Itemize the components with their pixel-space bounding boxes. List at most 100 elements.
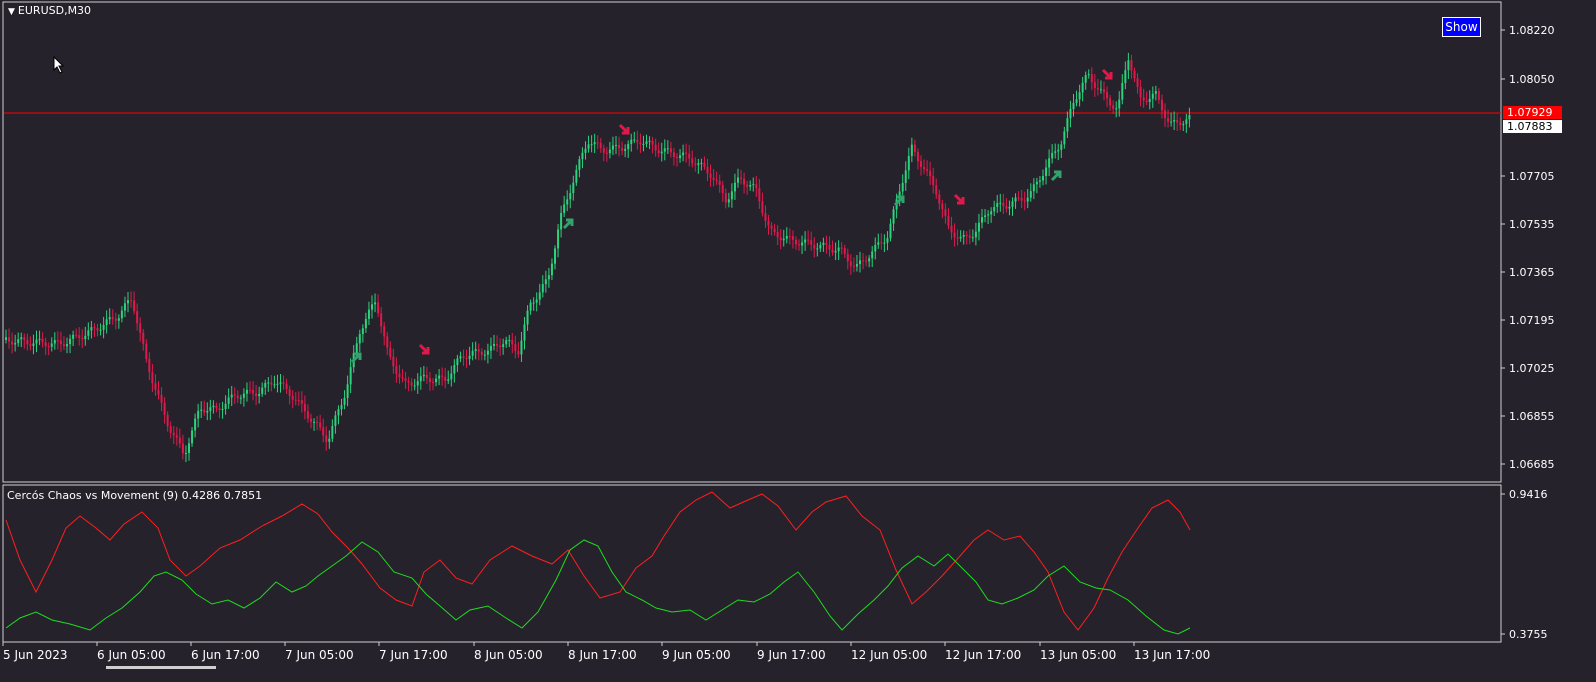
arrow-up-right-icon — [350, 352, 362, 364]
candle-body — [486, 350, 489, 355]
candle-body — [1170, 121, 1173, 123]
candle-body — [538, 292, 541, 300]
candle-body — [78, 335, 81, 339]
candle-body — [535, 299, 538, 303]
candle-body — [779, 237, 782, 241]
candle-body — [550, 263, 553, 276]
candle-body — [608, 149, 611, 154]
candle-body — [416, 381, 419, 386]
candle-body — [493, 343, 495, 346]
candle-body — [621, 148, 624, 151]
candle-body — [615, 144, 617, 146]
candle-body — [1133, 70, 1136, 79]
candle-body — [1118, 99, 1121, 109]
candle-body — [181, 443, 184, 454]
candle-body — [130, 300, 133, 302]
candle-body — [206, 411, 209, 413]
arrow-down-right-icon — [618, 123, 630, 135]
candle-body — [1139, 86, 1142, 98]
candle-body — [657, 150, 660, 154]
candle-body — [1057, 149, 1060, 152]
candle-body — [889, 223, 892, 239]
mouse-pointer-icon — [53, 56, 65, 74]
price-axis-label: 1.07705 — [1509, 170, 1555, 183]
candle-body — [712, 177, 715, 180]
candle-body — [459, 356, 462, 359]
candle-body — [392, 356, 395, 367]
candle-body — [1020, 197, 1023, 201]
arrow-down-right-icon — [953, 193, 965, 205]
candle-body — [1185, 119, 1188, 125]
candle-body — [1115, 108, 1118, 110]
candle-body — [175, 435, 178, 438]
candle-body — [843, 247, 846, 254]
indicator-label: Cercós Chaos vs Movement (9) 0.4286 0.78… — [7, 489, 263, 502]
candle-body — [541, 284, 544, 293]
candle-body — [907, 156, 910, 171]
candle-body — [599, 143, 602, 149]
candle-body — [349, 367, 352, 385]
arrow-down-right-icon — [418, 343, 430, 355]
candle-body — [737, 177, 739, 183]
candle-body — [920, 161, 922, 168]
candle-body — [50, 343, 53, 347]
candle-body — [733, 182, 736, 192]
time-axis-label: 7 Jun 17:00 — [379, 648, 448, 662]
candle-body — [825, 242, 828, 245]
candle-body — [200, 409, 203, 411]
candle-body — [892, 209, 895, 224]
candle-body — [1014, 197, 1017, 202]
candle-body — [93, 327, 96, 329]
show-button[interactable]: Show — [1442, 17, 1481, 37]
candle-body — [968, 235, 971, 238]
time-axis-label: 12 Jun 05:00 — [851, 648, 928, 662]
candle-body — [529, 302, 532, 311]
candle-body — [752, 184, 755, 186]
candle-body — [401, 377, 404, 379]
candle-body — [788, 235, 791, 237]
candle-body — [346, 384, 349, 398]
candle-body — [69, 338, 72, 345]
candle-body — [364, 318, 367, 329]
symbol-timeframe-label[interactable]: ▼ EURUSD,M30 — [8, 4, 92, 17]
candle-body — [197, 410, 200, 419]
candle-body — [169, 426, 172, 433]
candle-body — [123, 303, 126, 311]
candle-body — [413, 385, 416, 387]
indicator-axis-bottom: 0.3755 — [1509, 628, 1548, 641]
candle-body — [1066, 118, 1069, 132]
candle-body — [776, 231, 779, 238]
candle-body — [846, 253, 849, 262]
time-axis-label: 9 Jun 05:00 — [662, 648, 731, 662]
candle-body — [932, 176, 935, 186]
candle-body — [432, 382, 434, 384]
candle-body — [288, 389, 291, 396]
main-chart-border — [2, 1, 1502, 483]
candle-body — [145, 343, 148, 359]
candle-body — [590, 144, 593, 146]
candle-body — [981, 217, 983, 223]
candle-body — [593, 142, 596, 145]
candle-body — [480, 351, 483, 355]
axis-ticks — [2, 29, 1505, 646]
candle-body — [438, 375, 441, 379]
candle-body — [770, 225, 773, 229]
candle-body — [572, 182, 575, 194]
candle-body — [1103, 89, 1105, 93]
candle-body — [184, 452, 187, 454]
candle-body — [965, 234, 968, 236]
candle-body — [663, 148, 666, 152]
time-axis-label: 8 Jun 17:00 — [568, 648, 637, 662]
candle-body — [672, 152, 675, 158]
candle-body — [1121, 83, 1124, 100]
candle-body — [422, 374, 425, 377]
candle-body — [17, 339, 20, 344]
dropdown-triangle-icon[interactable]: ▼ — [8, 7, 15, 17]
candle-body — [316, 421, 319, 423]
candle-body — [746, 184, 749, 187]
chart-scroll-indicator[interactable] — [106, 666, 216, 669]
candle-body — [563, 204, 566, 214]
candle-body — [313, 421, 316, 423]
candle-body — [1148, 98, 1151, 102]
